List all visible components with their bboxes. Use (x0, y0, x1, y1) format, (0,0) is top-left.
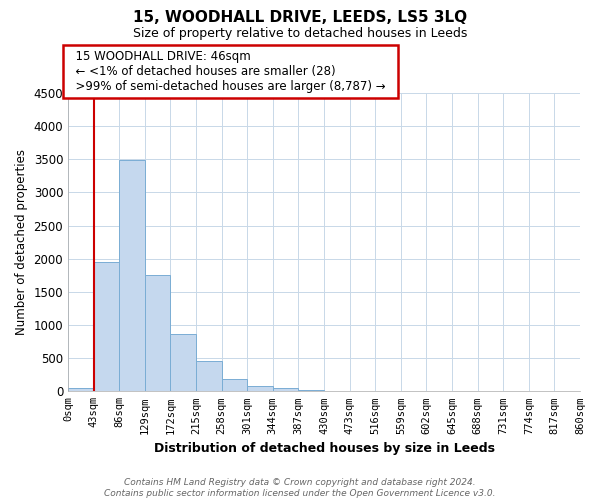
Bar (94, 262, 119, 392)
Y-axis label: Number of detached properties: Number of detached properties (15, 149, 28, 335)
Bar (68, 388, 94, 392)
Bar (119, 160, 145, 392)
Bar (196, 361, 221, 392)
Bar (145, 274, 170, 392)
Text: Contains HM Land Registry data © Crown copyright and database right 2024.
Contai: Contains HM Land Registry data © Crown c… (104, 478, 496, 498)
Bar (324, 390, 350, 392)
Bar (273, 388, 298, 392)
Bar (298, 390, 324, 392)
Bar (221, 379, 247, 392)
X-axis label: Distribution of detached houses by size in Leeds: Distribution of detached houses by size … (154, 442, 494, 455)
Text: 15 WOODHALL DRIVE: 46sqm
  ← <1% of detached houses are smaller (28)
  >99% of s: 15 WOODHALL DRIVE: 46sqm ← <1% of detach… (68, 50, 393, 93)
Text: Size of property relative to detached houses in Leeds: Size of property relative to detached ho… (133, 28, 467, 40)
Bar (247, 386, 273, 392)
Text: 15, WOODHALL DRIVE, LEEDS, LS5 3LQ: 15, WOODHALL DRIVE, LEEDS, LS5 3LQ (133, 10, 467, 25)
Bar (170, 334, 196, 392)
